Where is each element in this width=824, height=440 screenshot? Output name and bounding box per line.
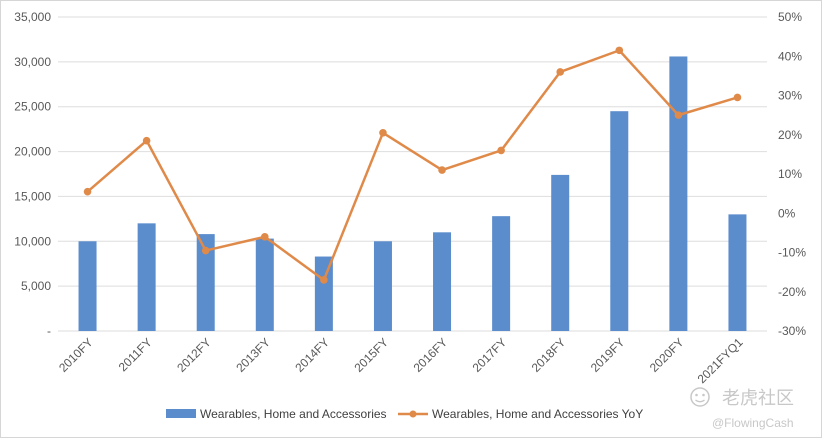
right-tick-label: -30% bbox=[778, 324, 806, 338]
left-axis-ticks: - 5,000 10,000 15,000 20,000 25,000 30,000 35,0… bbox=[14, 10, 51, 338]
x-tick-label: 2012FY bbox=[174, 335, 214, 375]
watermark: 老虎社区 @FlowingCash bbox=[690, 387, 794, 430]
right-tick-label: 10% bbox=[778, 167, 802, 181]
watermark-handle: @FlowingCash bbox=[712, 416, 794, 430]
yoy-point bbox=[201, 246, 210, 255]
legend-label-bar: Wearables, Home and Accessories bbox=[200, 407, 387, 421]
yoy-point bbox=[733, 93, 742, 102]
right-axis-ticks: -30% -20% -10% 0% 10% 20% 30% 40% 50% bbox=[778, 10, 806, 338]
x-tick-label: 2016FY bbox=[411, 335, 451, 375]
bar bbox=[728, 214, 747, 331]
right-tick-label: 0% bbox=[778, 206, 796, 220]
x-tick-label: 2018FY bbox=[529, 335, 569, 375]
right-tick-label: -10% bbox=[778, 246, 806, 260]
bar-series bbox=[78, 56, 747, 332]
bar bbox=[433, 232, 452, 331]
left-tick-label: 10,000 bbox=[14, 234, 51, 248]
bar bbox=[373, 241, 392, 331]
bar bbox=[492, 216, 511, 331]
legend-swatch-bar bbox=[166, 409, 196, 418]
yoy-point bbox=[83, 187, 92, 196]
left-tick-label: 30,000 bbox=[14, 55, 51, 69]
tiger-logo-icon bbox=[690, 387, 710, 407]
x-tick-label: 2011FY bbox=[116, 335, 155, 374]
left-tick-label: 5,000 bbox=[21, 279, 51, 293]
x-tick-label: 2019FY bbox=[588, 335, 628, 375]
x-tick-label: 2020FY bbox=[647, 335, 687, 375]
right-tick-label: 20% bbox=[778, 128, 802, 142]
watermark-brand: 老虎社区 bbox=[722, 388, 794, 409]
yoy-point bbox=[497, 146, 505, 155]
x-tick-label: 2015FY bbox=[351, 335, 391, 375]
left-tick-label: 20,000 bbox=[14, 145, 51, 159]
yoy-point bbox=[674, 111, 683, 119]
x-axis-labels: 2010FY 2011FY 2012FY 2013FY 2014FY 2015FY 2016… bbox=[56, 335, 746, 386]
x-tick-label: 2013FY bbox=[233, 335, 273, 375]
bar bbox=[669, 56, 688, 332]
left-tick-label: 35,000 bbox=[14, 10, 51, 24]
line-series bbox=[83, 46, 742, 284]
yoy-point bbox=[615, 46, 624, 55]
bar bbox=[610, 111, 629, 331]
bar bbox=[196, 234, 215, 331]
x-tick-label: 2021FYQ1 bbox=[695, 335, 746, 386]
left-tick-label: - bbox=[47, 324, 51, 338]
yoy-point bbox=[260, 233, 269, 241]
yoy-point bbox=[320, 276, 328, 284]
x-tick-label: 2014FY bbox=[292, 335, 332, 375]
right-tick-label: 30% bbox=[778, 89, 802, 103]
yoy-point bbox=[438, 166, 446, 174]
right-tick-label: -20% bbox=[778, 285, 806, 299]
bar bbox=[255, 238, 274, 331]
yoy-point bbox=[556, 68, 565, 76]
bar bbox=[551, 174, 570, 331]
yoy-point bbox=[142, 136, 151, 145]
legend-swatch-marker bbox=[409, 410, 417, 418]
x-tick-label: 2010FY bbox=[56, 335, 96, 375]
legend: Wearables, Home and Accessories Wearable… bbox=[166, 407, 643, 421]
yoy-point bbox=[379, 128, 387, 137]
left-tick-label: 15,000 bbox=[14, 189, 51, 203]
right-tick-label: 40% bbox=[778, 49, 802, 63]
right-tick-label: 50% bbox=[778, 10, 802, 24]
bar bbox=[137, 223, 156, 331]
yoy-line bbox=[86, 49, 738, 282]
bar bbox=[314, 256, 333, 331]
left-tick-label: 25,000 bbox=[14, 100, 51, 114]
bar bbox=[78, 241, 97, 331]
legend-label-line: Wearables, Home and Accessories YoY bbox=[432, 407, 643, 421]
x-tick-label: 2017FY bbox=[470, 335, 510, 375]
